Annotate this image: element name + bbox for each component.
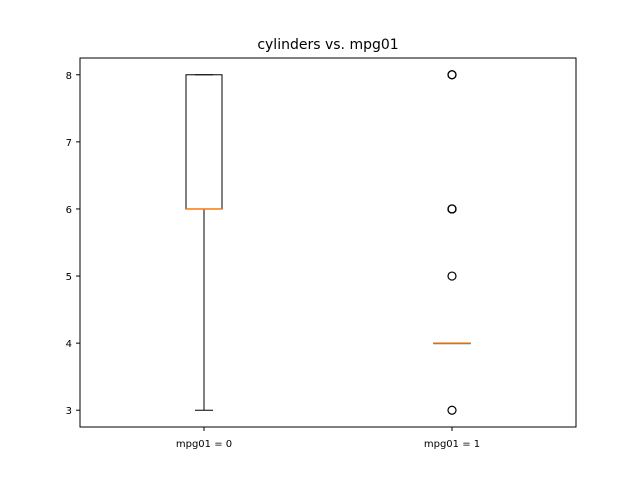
y-tick-label: 7 [66,138,72,149]
x-tick-label: mpg01 = 1 [424,439,480,450]
y-tick-label: 5 [66,272,72,283]
y-tick-label: 8 [66,71,72,82]
x-tick-label: mpg01 = 0 [176,439,232,450]
chart-title: cylinders vs. mpg01 [257,37,398,53]
outlier-point [447,271,457,281]
box-group [185,74,223,411]
box [185,74,223,210]
box-group [433,70,471,415]
plot-area: 3 4 5 6 7 8 mpg01 = 0 mpg01 = 1 [66,57,577,450]
outlier-point [447,405,457,415]
outlier-point [447,204,457,214]
y-tick-label: 3 [66,406,72,417]
outlier-point [447,70,457,80]
y-tick-label: 6 [66,205,72,216]
y-tick-label: 4 [66,339,72,350]
plot-frame [79,57,577,428]
